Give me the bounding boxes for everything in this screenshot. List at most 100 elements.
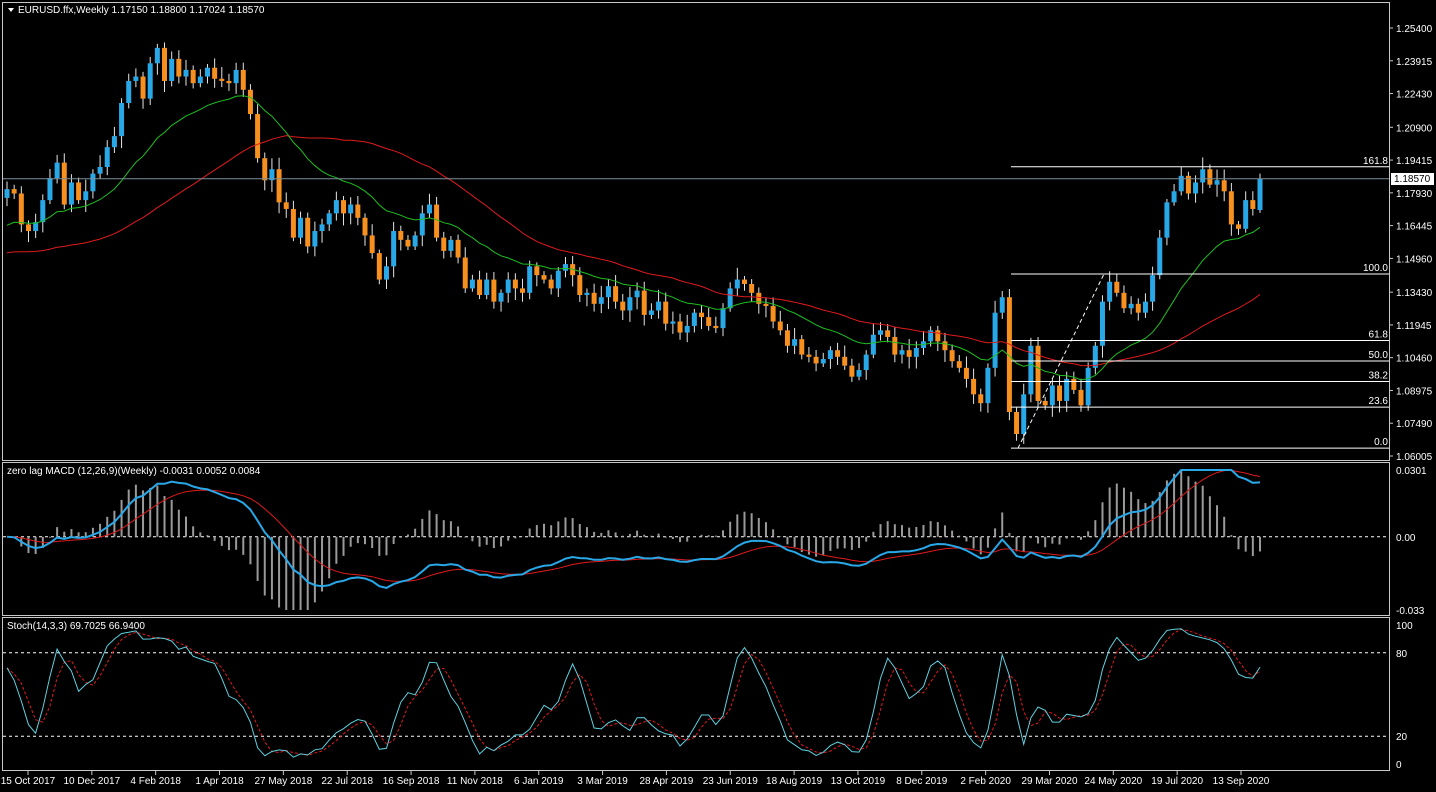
main-chart-title: EURUSD.ffx,Weekly 1.17150 1.18800 1.1702…: [18, 5, 265, 16]
candle-body: [104, 147, 110, 168]
candle-body: [1128, 303, 1134, 309]
candle-body: [627, 297, 633, 311]
candle-body: [598, 297, 604, 304]
macd-panel[interactable]: [2, 462, 1390, 616]
price-tick-label: 1.17930: [1396, 189, 1433, 200]
candle-body: [1099, 301, 1105, 346]
candle-body: [784, 330, 790, 346]
candle-body: [426, 204, 432, 214]
candle-body: [1021, 394, 1027, 435]
candle-body: [269, 169, 275, 181]
candle-body: [469, 279, 475, 289]
candle-body: [1064, 378, 1070, 401]
candle-body: [913, 347, 919, 357]
price-tick-label: 1.22430: [1396, 90, 1433, 101]
candle-body: [534, 266, 540, 276]
ma-fast-line: [6, 95, 1261, 381]
candle-body: [1114, 281, 1120, 293]
macd-tick-label: 0.00: [1396, 533, 1416, 544]
candle-body: [613, 286, 619, 302]
candle-body: [1250, 200, 1256, 209]
candle-body: [1171, 191, 1177, 203]
stoch-panel[interactable]: [2, 617, 1390, 771]
price-tick-label: 1.13430: [1396, 288, 1433, 299]
time-tick-label: 16 Sep 2018: [383, 776, 440, 787]
candle-body: [76, 182, 82, 201]
price-tick-label: 1.23915: [1396, 57, 1433, 68]
fibonacci-retracement: 161.8 100.0 61.8 50.0 38.2 23.6 0.0: [3, 156, 1389, 449]
candle-body: [584, 292, 590, 296]
candle-body: [928, 330, 934, 342]
fib-level-label: 38.2: [1369, 371, 1389, 382]
candle-body: [305, 217, 311, 247]
candle-body: [226, 80, 232, 84]
candle-body: [119, 103, 125, 137]
candle-body: [1228, 191, 1234, 225]
candle-body: [1142, 301, 1148, 313]
candle-body: [405, 239, 411, 247]
candle-body: [1157, 237, 1163, 276]
candle-body: [18, 193, 24, 225]
candle-body: [1049, 385, 1055, 406]
candle-body: [462, 257, 468, 289]
candle-body: [355, 204, 361, 218]
candle-body: [1243, 200, 1249, 229]
time-tick-label: 4 Feb 2018: [130, 776, 181, 787]
fib-level-label: 100.0: [1363, 263, 1388, 274]
candle-body: [1014, 411, 1020, 435]
candle-body: [176, 58, 182, 77]
macd-tick-label: 0.0301: [1396, 466, 1427, 477]
candle-body: [620, 301, 626, 311]
candle-body: [133, 76, 139, 81]
candlestick-series: [4, 42, 1263, 444]
candle-body: [126, 80, 132, 104]
candle-body: [942, 341, 948, 351]
candle-body: [956, 361, 962, 368]
candle-body: [720, 308, 726, 329]
time-tick-label: 19 Jul 2020: [1151, 776, 1203, 787]
candle-body: [799, 339, 805, 355]
candle-body: [1185, 175, 1191, 194]
candle-body: [97, 167, 103, 174]
price-tick-label: 1.14960: [1396, 254, 1433, 265]
candle-body: [448, 239, 454, 251]
candle-body: [555, 270, 561, 289]
candle-body: [577, 275, 583, 296]
candle-body: [562, 264, 568, 271]
candle-body: [1221, 180, 1227, 192]
candle-body: [870, 334, 876, 355]
price-tick-label: 1.19415: [1396, 156, 1433, 167]
candle-body: [677, 321, 683, 333]
candle-body: [820, 359, 826, 364]
price-panel[interactable]: [2, 2, 1390, 461]
ma-slow-line: [6, 135, 1261, 367]
candle-body: [233, 69, 239, 84]
time-tick-label: 2 Feb 2020: [960, 776, 1011, 787]
candle-body: [1257, 178, 1263, 211]
stoch-tick-label: 0: [1396, 760, 1402, 771]
dropdown-triangle-icon[interactable]: [8, 8, 14, 12]
candle-body: [512, 279, 518, 289]
price-tick-label: 1.25400: [1396, 24, 1433, 35]
stoch-signal-line: [6, 628, 1261, 756]
candle-body: [25, 224, 31, 232]
candle-body: [1028, 345, 1034, 395]
candle-body: [835, 350, 841, 357]
time-tick-label: 11 Nov 2018: [447, 776, 503, 787]
candle-body: [491, 279, 497, 302]
price-tick-label: 1.16445: [1396, 222, 1433, 233]
candle-body: [383, 266, 389, 280]
candle-body: [33, 222, 39, 232]
candle-body: [398, 231, 404, 240]
stoch-tick-label: 100: [1396, 621, 1413, 632]
candle-body: [906, 350, 912, 357]
candle-body: [985, 367, 991, 404]
candle-body: [892, 336, 898, 355]
candle-body: [1078, 389, 1084, 406]
candle-body: [1042, 400, 1048, 406]
candle-body: [656, 301, 662, 311]
candle-body: [419, 213, 425, 236]
price-tick-label: 1.11945: [1396, 321, 1432, 332]
candle-body: [283, 202, 289, 209]
